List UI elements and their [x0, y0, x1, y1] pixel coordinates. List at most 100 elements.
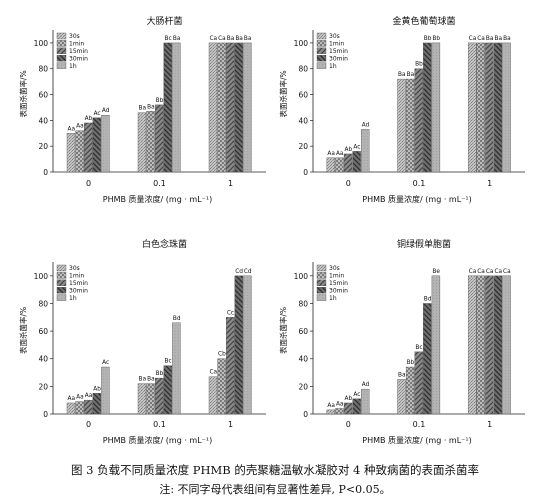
bar	[172, 322, 181, 415]
bar	[502, 42, 511, 173]
data-label: Ba	[235, 36, 243, 42]
bar	[66, 402, 76, 415]
data-label: Be	[432, 269, 440, 275]
bar	[431, 42, 441, 173]
figure-caption: 图 3 负载不同质量浓度 PHMB 的壳聚糖温敏水凝胶对 4 种致病菌的表面杀菌…	[70, 463, 480, 477]
data-label: Aa	[68, 396, 76, 402]
data-label: Bd	[173, 316, 181, 322]
x-tick-label: 0	[86, 179, 91, 188]
x-tick-label: 0.1	[413, 420, 426, 429]
legend-label: 1h	[69, 295, 77, 302]
bar	[405, 78, 415, 173]
bar	[423, 303, 432, 415]
bar	[154, 377, 164, 415]
data-label: Ac	[353, 144, 360, 150]
bar	[75, 130, 84, 173]
legend-swatch	[56, 272, 67, 279]
data-label: Ba	[407, 72, 415, 78]
figure-note: 注: 不同字母代表组间有显著性差异, P<0.05。	[159, 483, 391, 496]
bar	[234, 42, 244, 173]
legend-label: 30s	[69, 33, 80, 40]
bar	[83, 122, 93, 173]
bar	[101, 366, 110, 415]
x-tick-label: 0	[346, 420, 351, 429]
data-label: Cc	[227, 310, 234, 316]
data-label: Ca	[218, 36, 226, 42]
chart-title: 白色念珠菌	[142, 238, 187, 250]
x-axis-label: PHMB 质量浓度/ (mg · mL⁻¹)	[103, 194, 212, 204]
bar	[326, 409, 336, 415]
bar	[476, 42, 485, 173]
data-label: Ca	[477, 269, 485, 275]
bar	[208, 42, 218, 173]
y-tick-label: 40	[298, 355, 308, 364]
data-label: Bb	[407, 360, 415, 366]
data-label: Ca	[503, 269, 511, 275]
legend-label: 30min	[69, 55, 88, 62]
legend-label: 1min	[329, 41, 344, 48]
legend-label: 1h	[329, 295, 337, 302]
y-tick-label: 20	[38, 142, 48, 151]
y-tick-label: 100	[294, 39, 309, 48]
data-label: Bc	[165, 359, 172, 365]
data-label: Ab	[345, 147, 353, 153]
x-tick-label: 1	[228, 420, 233, 429]
bar	[243, 275, 252, 415]
y-tick-label: 20	[38, 382, 48, 391]
bar	[75, 401, 84, 415]
legend-swatch	[56, 55, 67, 62]
bar	[397, 379, 406, 415]
bar	[361, 129, 370, 173]
bar	[137, 112, 147, 173]
data-label: Bb	[424, 36, 432, 42]
bar	[163, 42, 173, 173]
bar	[225, 42, 235, 173]
bar	[335, 408, 344, 415]
bar	[137, 383, 147, 415]
legend-label: 15min	[329, 280, 348, 287]
bar	[343, 402, 353, 415]
y-tick-label: 100	[294, 272, 309, 281]
data-label: Aa	[85, 393, 93, 399]
data-label: Ab	[93, 386, 101, 392]
legend-swatch	[316, 264, 327, 272]
bar	[101, 114, 110, 173]
legend-label: 1min	[69, 273, 84, 280]
data-label: Aa	[68, 126, 76, 132]
legend-swatch	[316, 55, 327, 62]
bar	[431, 275, 441, 415]
bar	[485, 275, 494, 415]
legend-swatch	[56, 40, 67, 47]
legend-label: 15min	[69, 280, 88, 287]
legend-label: 1min	[69, 41, 84, 48]
bar	[146, 111, 155, 173]
y-tick-label: 80	[38, 299, 48, 308]
data-label: Ab	[85, 116, 93, 122]
bar	[414, 351, 423, 415]
data-label: Ba	[495, 36, 503, 42]
y-tick-label: 60	[38, 91, 48, 100]
legend-label: 30min	[329, 55, 348, 62]
bar	[154, 104, 164, 173]
data-label: Ca	[469, 36, 477, 42]
x-tick-label: 0	[346, 179, 351, 188]
legend-swatch	[56, 47, 67, 54]
data-label: Ad	[362, 382, 370, 388]
bar	[343, 153, 353, 173]
bar	[335, 157, 344, 173]
bar	[352, 398, 361, 415]
bar	[208, 376, 218, 415]
bar	[414, 68, 423, 173]
x-tick-label: 0.1	[153, 420, 166, 429]
data-label: Aa	[327, 151, 335, 157]
data-label: Ac	[353, 392, 360, 398]
y-axis-label: 表面杀菌率/%	[278, 70, 288, 117]
y-tick-label: 100	[34, 272, 49, 281]
bar	[326, 157, 336, 173]
y-tick-label: 80	[298, 65, 308, 74]
y-tick-label: 0	[303, 168, 308, 177]
data-label: Ba	[147, 104, 155, 110]
legend-label: 1h	[329, 63, 337, 70]
chart-title: 铜绿假单胞菌	[397, 238, 451, 250]
legend-label: 30s	[69, 265, 80, 272]
